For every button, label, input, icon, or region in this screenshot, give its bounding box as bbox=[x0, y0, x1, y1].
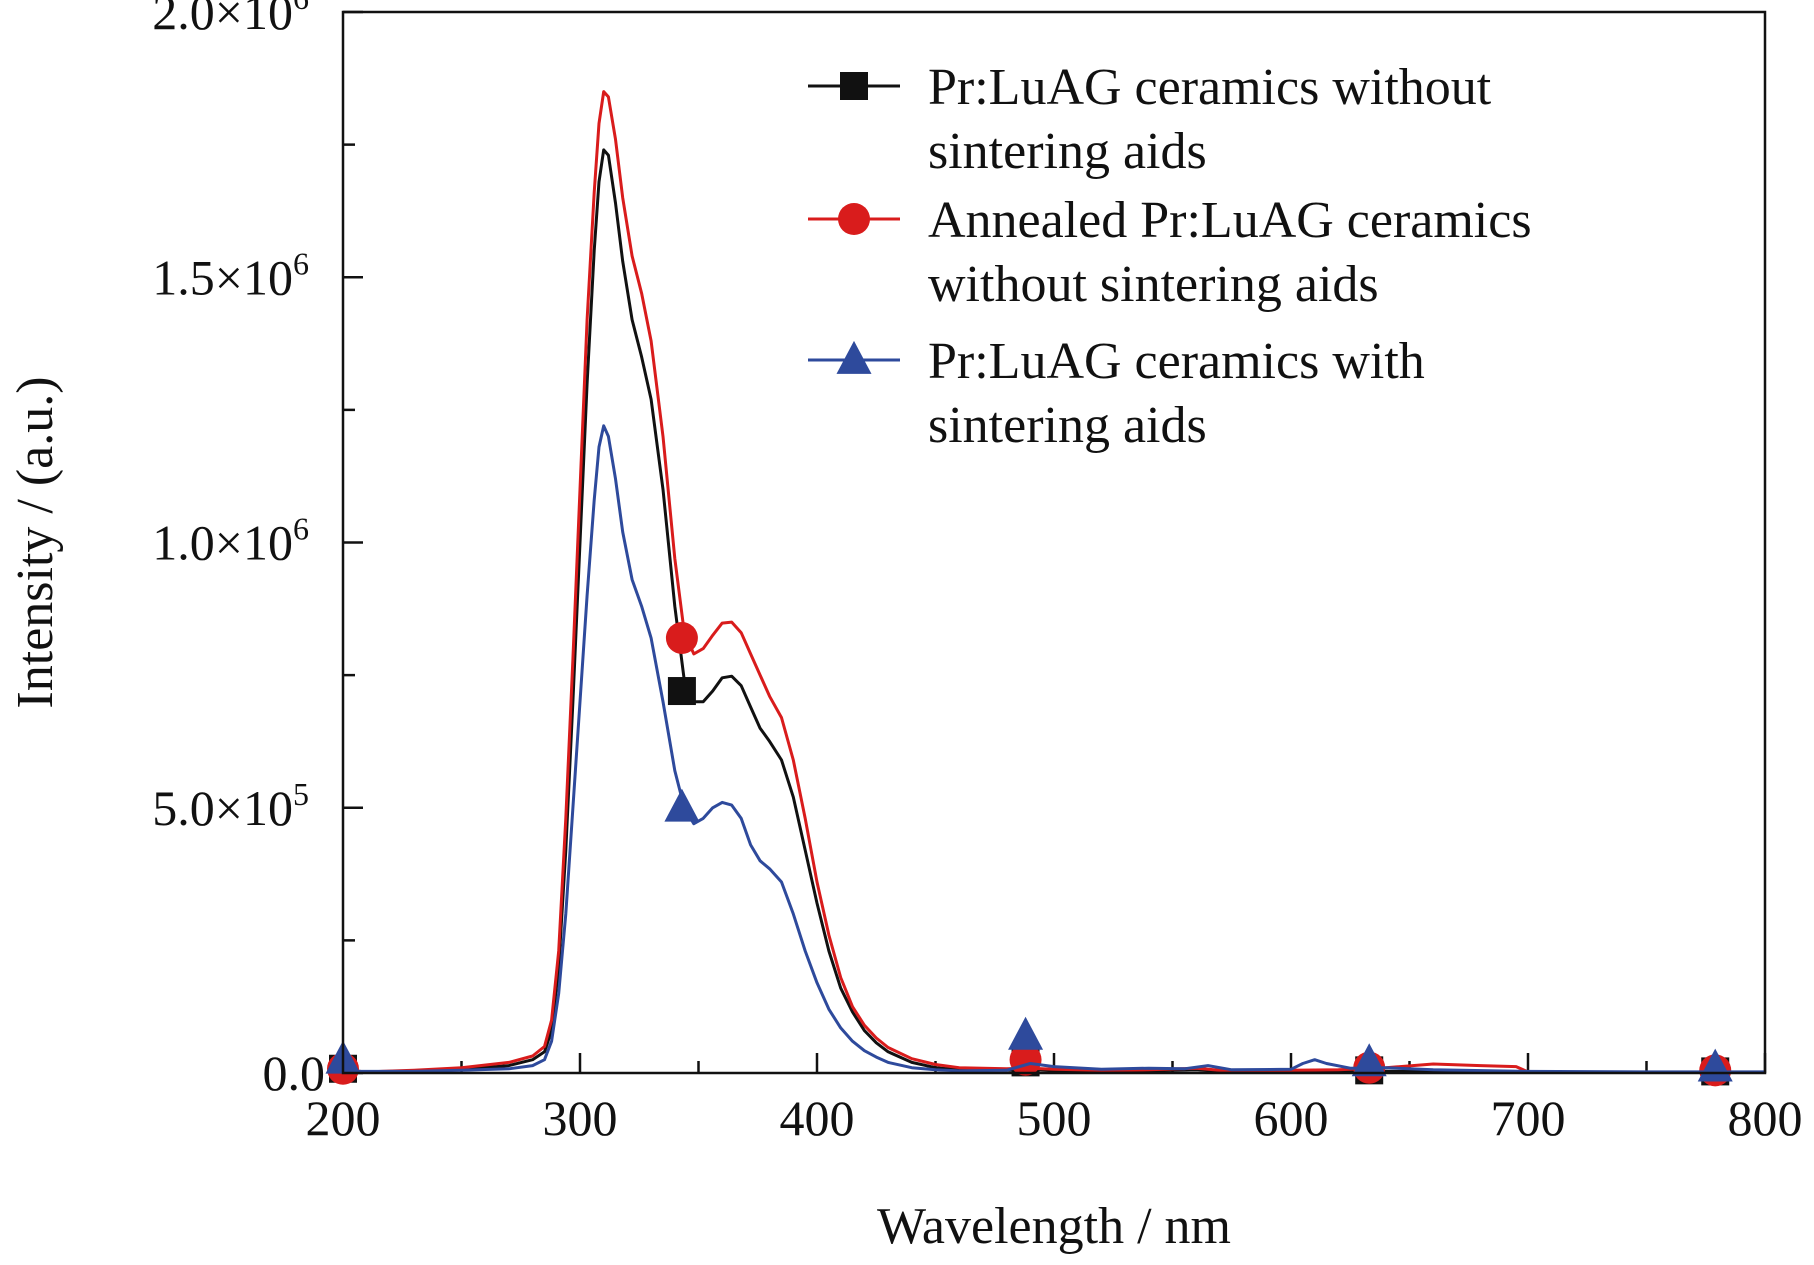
y-tick-label: 0.0 bbox=[263, 1045, 326, 1101]
triangle-marker bbox=[1008, 1016, 1044, 1050]
x-tick-label: 400 bbox=[780, 1090, 855, 1146]
y-tick-label: 2.0×106 bbox=[152, 0, 309, 40]
legend-label: without sintering aids bbox=[928, 256, 1379, 313]
legend-label: Pr:LuAG ceramics with bbox=[928, 333, 1425, 390]
y-tick-label: 1.0×106 bbox=[152, 511, 309, 571]
plot-frame bbox=[341, 10, 1767, 1075]
legend-entry-1: Pr:LuAG ceramics without sintering aids bbox=[808, 59, 1492, 180]
triangle-marker bbox=[1351, 1043, 1387, 1077]
y-tick-label: 1.5×106 bbox=[152, 245, 309, 305]
x-axis-ticks: 200 300 400 500 600 700 800 bbox=[306, 1053, 1803, 1146]
y-tick-label: 5.0×105 bbox=[152, 776, 309, 836]
x-tick-label: 500 bbox=[1017, 1090, 1092, 1146]
square-marker bbox=[667, 677, 696, 706]
legend-label: sintering aids bbox=[928, 397, 1207, 454]
triangle-marker bbox=[664, 788, 700, 822]
legend-entry-2: Annealed Pr:LuAG ceramics without sinteri… bbox=[808, 192, 1532, 313]
series-line bbox=[341, 424, 1765, 1074]
x-tick-label: 200 bbox=[306, 1090, 381, 1146]
y-axis-label: Intensity / (a.u.) bbox=[7, 376, 64, 708]
x-axis-label: Wavelength / nm bbox=[877, 1198, 1231, 1255]
legend-label: sintering aids bbox=[928, 123, 1207, 180]
x-tick-label: 600 bbox=[1254, 1090, 1329, 1146]
series-3 bbox=[325, 424, 1765, 1082]
circle-marker bbox=[838, 203, 870, 235]
square-marker bbox=[840, 72, 868, 100]
series-layer bbox=[325, 90, 1765, 1087]
legend-entry-3: Pr:LuAG ceramics with sintering aids bbox=[808, 333, 1425, 454]
circle-marker bbox=[665, 621, 698, 654]
legend: Pr:LuAG ceramics without sintering aids An… bbox=[808, 59, 1532, 454]
legend-label: Annealed Pr:LuAG ceramics bbox=[928, 192, 1532, 249]
triangle-marker bbox=[836, 340, 872, 374]
x-tick-label: 700 bbox=[1491, 1090, 1566, 1146]
legend-label: Pr:LuAG ceramics without bbox=[928, 59, 1492, 116]
y-axis-ticks: 0.0 5.0×105 1.0×106 1.5×106 2.0×106 bbox=[152, 0, 363, 1101]
x-tick-label: 300 bbox=[543, 1090, 618, 1146]
x-tick-label: 800 bbox=[1728, 1090, 1803, 1146]
